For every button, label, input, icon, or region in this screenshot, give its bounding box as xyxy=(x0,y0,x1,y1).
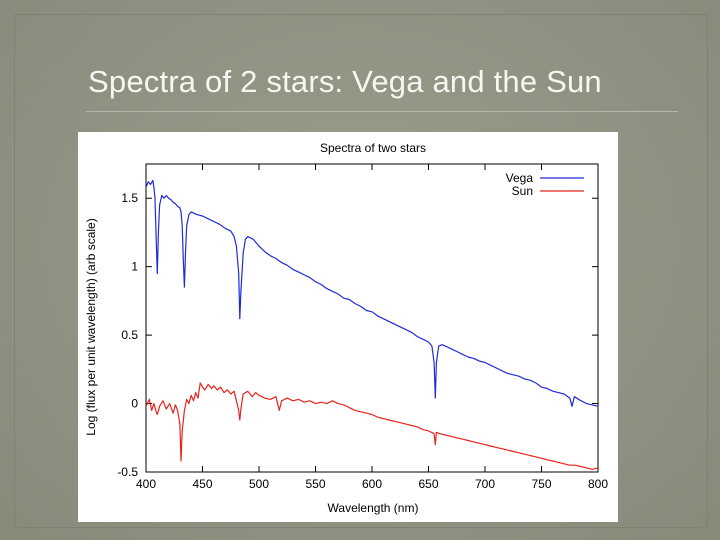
x-tick-label: 400 xyxy=(136,477,156,491)
chart-title: Spectra of two stars xyxy=(320,141,426,155)
x-tick-label: 650 xyxy=(418,477,438,491)
slide-frame xyxy=(14,14,708,528)
chart-container: Spectra of two stars Log (flux per unit … xyxy=(78,132,618,522)
title-divider xyxy=(86,111,678,112)
y-axis-label: Log (flux per unit wavelength) (arb scal… xyxy=(84,218,98,435)
legend-label-vega: Vega xyxy=(506,171,534,185)
x-tick-label: 550 xyxy=(305,477,325,491)
x-tick-label: 700 xyxy=(475,477,495,491)
x-tick-label: 750 xyxy=(531,477,551,491)
series-line-sun xyxy=(145,382,599,470)
chart-background xyxy=(78,132,618,522)
x-tick-label: 450 xyxy=(192,477,212,491)
series-line-vega xyxy=(145,179,599,407)
y-tick-label: 1.5 xyxy=(121,191,138,205)
y-tick-label: 0.5 xyxy=(121,328,138,342)
legend-label-sun: Sun xyxy=(512,184,533,198)
x-axis-label: Wavelength (nm) xyxy=(328,501,419,515)
y-tick-label: 0 xyxy=(131,397,138,411)
slide-title: Spectra of 2 stars: Vega and the Sun xyxy=(88,64,602,99)
x-tick-label: 800 xyxy=(588,477,608,491)
plot-area: 400 450 500 550 600 650 700 750 800 -0.5 0 0.5 1 1.5 xyxy=(117,163,608,491)
spectra-chart: Spectra of two stars Log (flux per unit … xyxy=(78,132,618,522)
x-tick-label: 500 xyxy=(249,477,269,491)
y-tick-label: 1 xyxy=(131,260,138,274)
x-tick-label: 600 xyxy=(362,477,382,491)
y-tick-label: -0.5 xyxy=(117,465,138,479)
